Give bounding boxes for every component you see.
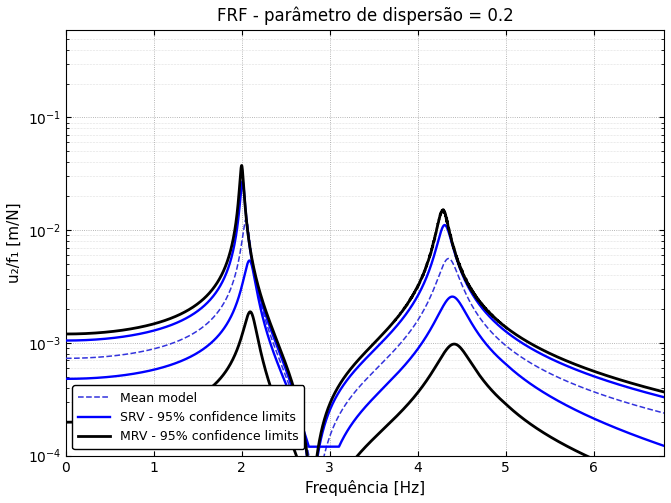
MRV - 95% confidence limits: [584, 366, 592, 372]
Line: MRV - 95% confidence limits: MRV - 95% confidence limits: [66, 165, 664, 490]
SRV - 95% confidence limits: [238, 179, 246, 185]
Mean model: [660, 410, 668, 416]
SRV - 95% confidence limits: [660, 394, 668, 400]
Mean model: [312, 483, 320, 489]
SRV - 95% confidence limits: [308, 484, 316, 490]
Mean model: [242, 216, 250, 222]
Mean model: [317, 463, 325, 469]
MRV - 95% confidence limits: [130, 325, 138, 331]
SRV - 95% confidence limits: [130, 332, 138, 338]
MRV - 95% confidence limits: [308, 487, 316, 493]
SRV - 95% confidence limits: [291, 396, 299, 402]
SRV - 95% confidence limits: [166, 322, 174, 328]
Line: Mean model: Mean model: [66, 219, 664, 486]
Line: SRV - 95% confidence limits: SRV - 95% confidence limits: [66, 182, 664, 487]
Mean model: [130, 350, 138, 356]
Legend: Mean model, SRV - 95% confidence limits, MRV - 95% confidence limits: Mean model, SRV - 95% confidence limits,…: [72, 385, 305, 449]
Y-axis label: u₂/f₁ [m/N]: u₂/f₁ [m/N]: [7, 202, 22, 283]
Title: FRF - parâmetro de dispersão = 0.2: FRF - parâmetro de dispersão = 0.2: [217, 7, 513, 26]
Mean model: [166, 341, 174, 347]
MRV - 95% confidence limits: [62, 331, 70, 337]
X-axis label: Frequência [Hz]: Frequência [Hz]: [305, 480, 425, 496]
SRV - 95% confidence limits: [649, 391, 657, 397]
Mean model: [291, 400, 299, 406]
Mean model: [649, 407, 657, 413]
MRV - 95% confidence limits: [291, 391, 299, 397]
SRV - 95% confidence limits: [584, 371, 592, 377]
MRV - 95% confidence limits: [660, 389, 668, 395]
MRV - 95% confidence limits: [166, 316, 174, 322]
MRV - 95% confidence limits: [238, 162, 246, 169]
SRV - 95% confidence limits: [317, 433, 325, 439]
Mean model: [584, 387, 592, 393]
MRV - 95% confidence limits: [649, 386, 657, 392]
Mean model: [62, 355, 70, 361]
MRV - 95% confidence limits: [317, 427, 325, 433]
SRV - 95% confidence limits: [62, 338, 70, 344]
